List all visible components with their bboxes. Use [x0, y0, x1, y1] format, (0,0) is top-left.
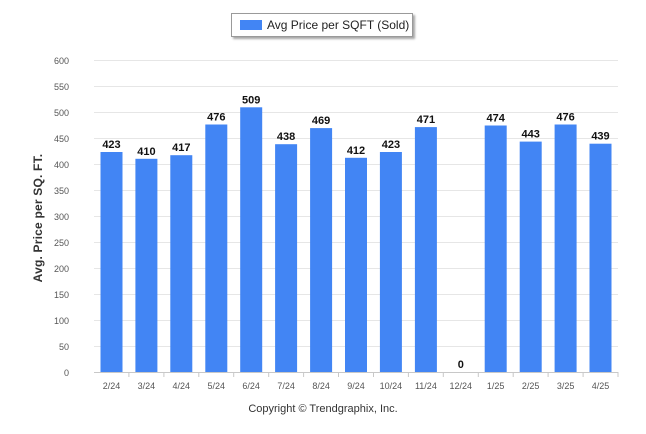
bar [100, 152, 123, 372]
data-label: 474 [487, 113, 506, 125]
x-tick-label: 5/24 [208, 381, 226, 391]
x-tick-label: 11/24 [415, 381, 437, 391]
bar [170, 155, 193, 372]
x-tick-label: 6/24 [242, 381, 260, 391]
y-tick-label: 350 [54, 186, 69, 196]
bar [589, 143, 612, 372]
x-tick-label: 8/24 [312, 381, 330, 391]
y-tick-label: 300 [54, 212, 69, 222]
y-tick-label: 150 [54, 290, 69, 300]
data-label: 439 [591, 131, 609, 143]
x-tick-label: 4/25 [592, 381, 610, 391]
y-tick-label: 500 [54, 108, 69, 118]
bar [310, 128, 333, 372]
bar [484, 125, 507, 372]
data-label: 423 [382, 139, 400, 151]
y-tick-label: 250 [54, 238, 69, 248]
y-tick-label: 50 [59, 342, 69, 352]
y-tick-labels: 0 50 100 150 200 250 300 350 400 450 500 550 600 [54, 56, 69, 378]
bar [275, 144, 298, 372]
data-label: 443 [522, 129, 540, 141]
y-tick-label: 100 [54, 316, 69, 326]
y-tick-label: 450 [54, 134, 69, 144]
data-label: 410 [137, 146, 155, 158]
y-tick-label: 200 [54, 264, 69, 274]
x-tick-label: 9/24 [347, 381, 365, 391]
legend-swatch [240, 20, 262, 30]
legend[interactable]: Avg Price per SQFT (Sold) [231, 13, 413, 37]
x-tick-label: 2/25 [522, 381, 540, 391]
data-label: 471 [417, 114, 435, 126]
data-label: 423 [102, 139, 120, 151]
x-tick-label: 4/24 [173, 381, 191, 391]
y-tick-label: 600 [54, 56, 69, 66]
data-label: 476 [556, 112, 574, 124]
data-label: 412 [347, 145, 365, 157]
legend-label: Avg Price per SQFT (Sold) [267, 18, 410, 32]
bar [554, 124, 577, 372]
bar [345, 157, 367, 372]
x-tick-label: 10/24 [380, 381, 403, 391]
bar [205, 124, 228, 372]
data-labels: 423 410 417 476 509 438 469 412 423 471 0 474 443 476… [102, 94, 609, 371]
y-tick-label: 0 [64, 368, 69, 378]
bar [519, 141, 542, 372]
copyright-text: Copyright © Trendgraphix, Inc. [248, 403, 398, 415]
y-tick-label: 400 [54, 160, 69, 170]
x-tick-label: 7/24 [277, 381, 295, 391]
x-tick-label: 3/25 [557, 381, 575, 391]
bar [414, 127, 437, 372]
x-tick-label: 1/25 [487, 381, 505, 391]
x-tick-label: 3/24 [138, 381, 156, 391]
data-label: 0 [458, 359, 464, 371]
data-label: 417 [172, 142, 190, 154]
bar [135, 158, 158, 372]
data-label: 476 [207, 112, 225, 124]
bar [379, 152, 402, 372]
x-tick-labels: 2/24 3/24 4/24 5/24 6/24 7/24 8/24 9/24 10/24 11/… [103, 372, 619, 391]
bars [100, 107, 612, 373]
data-label: 469 [312, 115, 330, 127]
x-tick-label: 2/24 [103, 381, 121, 391]
bar [240, 107, 263, 373]
data-label: 509 [242, 94, 260, 106]
y-tick-label: 550 [54, 82, 69, 92]
x-tick-label: 12/24 [450, 381, 473, 391]
data-label: 438 [277, 131, 295, 143]
